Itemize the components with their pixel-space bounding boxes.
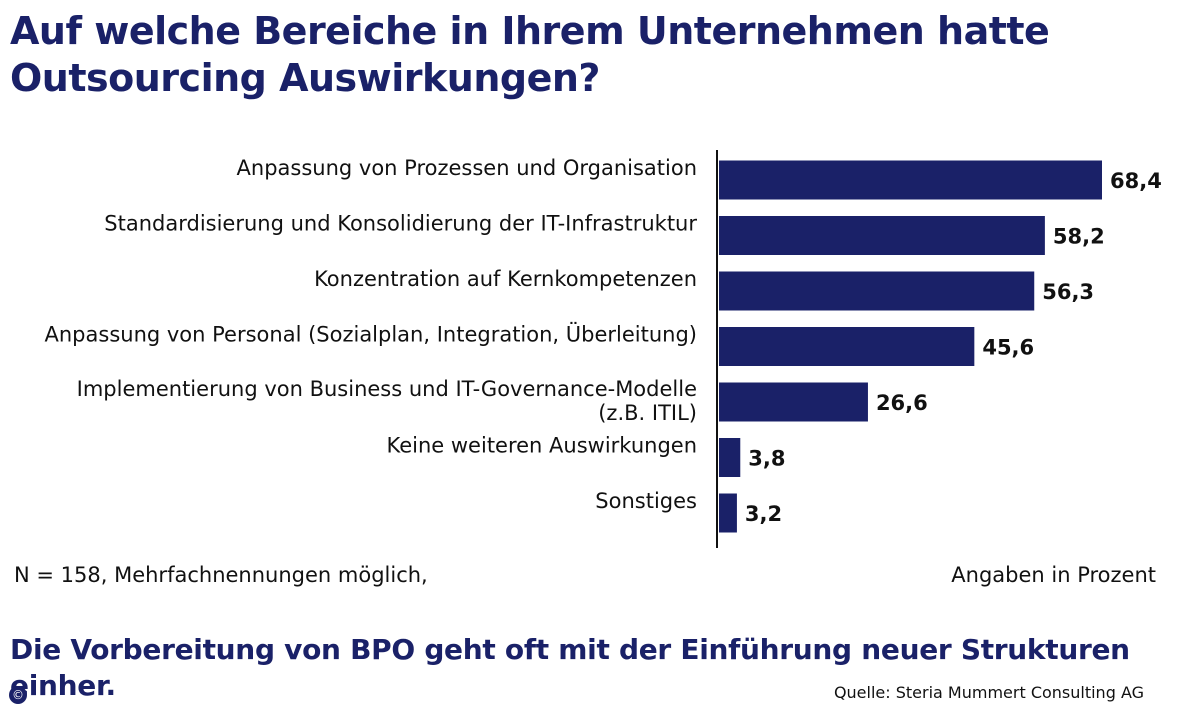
category-label-line: Standardisierung und Konsolidierung der … [104,212,697,236]
source-credit: Quelle: Steria Mummert Consulting AG [833,683,1144,702]
category-labels-group: Anpassung von Prozessen und Organisation… [45,156,698,513]
chart-title: Auf welche Bereiche in Ihrem Unternehmen… [10,9,1050,100]
bar-5 [719,438,741,477]
value-labels-group: 68,4 58,2 56,3 45,6 26,6 3,8 3,2 [745,169,1162,526]
sample-size-note: N = 158, Mehrfachnennungen möglich, [14,563,428,587]
category-label-1: Standardisierung und Konsolidierung der … [104,212,697,236]
bar-2 [719,271,1035,311]
bar-1 [719,216,1045,255]
value-label-2: 56,3 [1042,280,1094,304]
value-label-5: 3,8 [748,447,785,471]
category-label-0: Anpassung von Prozessen und Organisation [237,156,697,180]
category-label-3: Anpassung von Personal (Sozialplan, Inte… [45,322,698,347]
value-label-6: 3,2 [745,502,782,526]
category-label-line: Keine weiteren Auswirkungen [387,434,698,458]
bar-0 [719,160,1102,200]
bar-6 [719,493,737,533]
category-label-6: Sonstiges [595,489,697,513]
category-label-line: Anpassung von Prozessen und Organisation [237,156,697,180]
category-label-line: Sonstiges [595,489,697,513]
category-label-line: Konzentration auf Kernkompetenzen [314,267,697,291]
headline: Die Vorbereitung von BPO geht oft mit de… [10,633,1130,702]
bars-group [719,160,1102,533]
category-label-2: Konzentration auf Kernkompetenzen [314,267,697,291]
category-label-line: Anpassung von Personal (Sozialplan, Inte… [45,322,698,347]
category-label-line: (z.B. ITIL) [598,401,697,425]
value-label-3: 45,6 [982,336,1034,360]
value-label-4: 26,6 [876,391,928,415]
unit-note: Angaben in Prozent [951,563,1156,587]
value-label-0: 68,4 [1110,169,1162,193]
value-label-1: 58,2 [1053,225,1105,249]
category-label-5: Keine weiteren Auswirkungen [387,434,698,458]
copyright-icon: © [9,686,27,704]
category-label-line: Implementierung von Business und IT-Gove… [77,377,697,401]
category-label-4: Implementierung von Business und IT-Gove… [77,377,697,425]
bar-3 [719,327,975,366]
bar-4 [719,382,868,422]
